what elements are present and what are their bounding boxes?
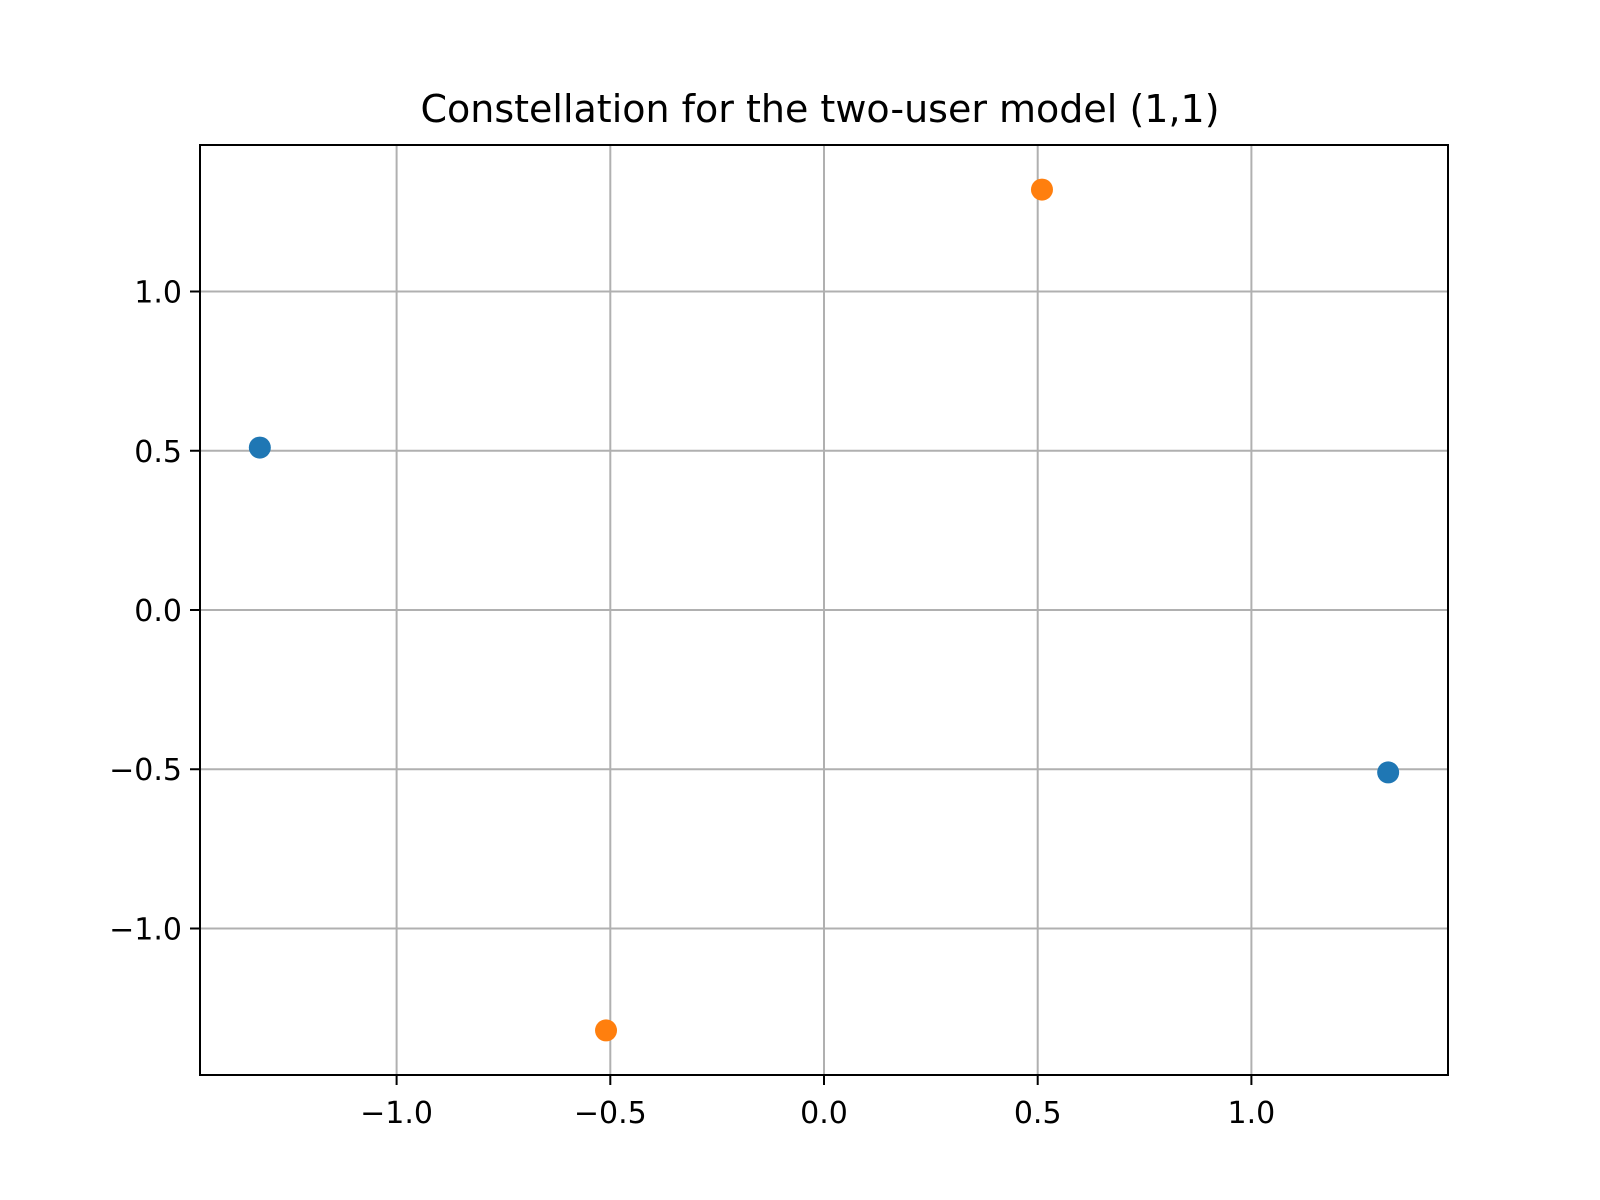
x-tick-label: −0.5 [574,1096,647,1131]
y-tick-label: 1.0 [134,276,182,311]
data-points [248,178,1400,1042]
y-tick-label: −0.5 [109,753,182,788]
y-tick-label: −1.0 [109,912,182,947]
scatter-point-series-0-1 [1377,761,1400,784]
scatter-point-series-1-0 [1030,178,1053,201]
x-tick-label: 0.5 [1014,1096,1062,1131]
x-tick-label: 0.0 [800,1096,848,1131]
y-tick-label: 0.0 [134,594,182,629]
plot-frame [199,144,1449,1076]
scatter-point-series-1-1 [595,1019,618,1042]
grid-lines [200,145,1448,1075]
y-tick-label: 0.5 [134,435,182,470]
x-tick-label: −1.0 [360,1096,433,1131]
scatter-point-series-0-0 [248,436,271,459]
x-tick-label: 1.0 [1228,1096,1276,1131]
axis-ticks: −1.0 −0.5 0.0 0.5 1.0 −1.0 −0.5 0.0 0.5 1.0 [109,276,1275,1131]
chart-title: Constellation for the two-user model (1,… [420,87,1219,131]
